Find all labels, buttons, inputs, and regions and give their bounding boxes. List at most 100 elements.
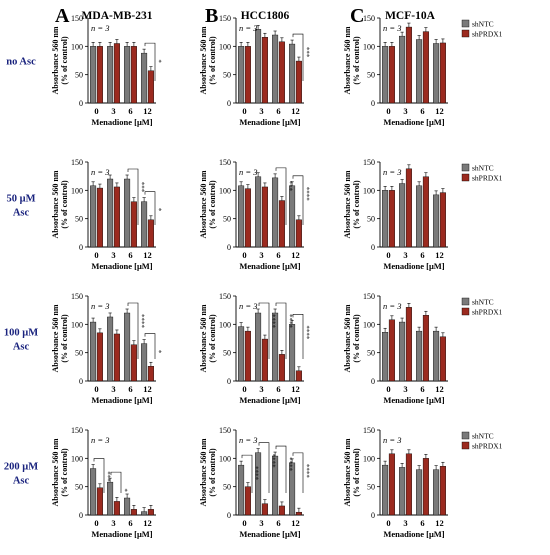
bar-shNTC [124, 312, 131, 382]
legend-label: shPRDX1 [472, 442, 503, 451]
y-tick-label: 100 [71, 454, 83, 463]
significance-label: * [155, 208, 163, 212]
x-tick-label: 0 [94, 250, 98, 260]
x-tick-label: 12 [291, 106, 300, 116]
legend-swatch-shprdx1 [461, 173, 470, 182]
bar-shPRDX1 [295, 370, 302, 382]
x-axis-label: Menadione [μM] [91, 117, 152, 127]
bar-shPRDX1 [261, 338, 268, 382]
bar-shPRDX1 [147, 219, 154, 248]
bar-shPRDX1 [422, 458, 429, 516]
n-label: n = 3 [239, 23, 258, 33]
x-tick-label: 6 [128, 250, 132, 260]
y-tick-label: 50 [223, 71, 231, 80]
y-tick-label: 100 [219, 186, 231, 195]
n-label: n = 3 [91, 435, 110, 445]
bar-shPRDX1 [147, 366, 154, 382]
y-tick-label: 50 [367, 483, 375, 492]
x-tick-label: 6 [128, 384, 132, 394]
bar-shNTC [90, 321, 97, 382]
significance-label: **** [252, 466, 260, 481]
x-axis-label: Menadione [μM] [383, 261, 444, 271]
bar-shPRDX1 [96, 46, 103, 104]
bar-shPRDX1 [147, 70, 154, 104]
legend-label: shNTC [472, 164, 494, 173]
row-label: Asc [13, 476, 30, 487]
n-label: n = 3 [91, 301, 110, 311]
x-tick-label: 6 [276, 250, 280, 260]
bar-shNTC [416, 330, 423, 382]
row-label: no Asc [6, 57, 36, 68]
panel-letter-c: C [350, 5, 364, 27]
bar-shPRDX1 [405, 168, 412, 248]
x-tick-label: 3 [111, 250, 115, 260]
significance-label: * [121, 488, 129, 492]
bar-shNTC [238, 326, 245, 382]
x-axis-label: Menadione [μM] [239, 529, 300, 539]
y-tick-label: 100 [71, 186, 83, 195]
y-tick-label: 50 [367, 349, 375, 358]
x-axis-label: Menadione [μM] [383, 117, 444, 127]
bar-shPRDX1 [147, 509, 154, 516]
x-axis-label: Menadione [μM] [91, 529, 152, 539]
bar-shPRDX1 [244, 188, 251, 248]
x-axis-label: Menadione [μM] [239, 117, 300, 127]
y-axis-label: (% of control) [352, 448, 361, 497]
bar-shPRDX1 [439, 466, 446, 516]
significance-label: **** [269, 454, 277, 469]
significance-bracket [258, 442, 270, 493]
bar-shPRDX1 [113, 501, 120, 516]
y-tick-label: 100 [363, 320, 375, 329]
bar-shNTC [416, 39, 423, 104]
x-tick-label: 3 [259, 106, 263, 116]
bar-shNTC [107, 481, 114, 516]
bar-shPRDX1 [439, 336, 446, 382]
column-title: MDA-MB-231 [82, 10, 153, 22]
bar-shPRDX1 [278, 200, 285, 248]
n-label: n = 3 [239, 435, 258, 445]
x-axis-label: Menadione [μM] [239, 395, 300, 405]
x-tick-label: 3 [403, 250, 407, 260]
x-tick-label: 0 [242, 518, 246, 528]
n-label: n = 3 [91, 167, 110, 177]
significance-bracket [144, 42, 156, 81]
bar-shPRDX1 [113, 186, 120, 248]
x-axis-label: Menadione [μM] [91, 395, 152, 405]
bar-shPRDX1 [295, 511, 302, 516]
y-axis-label: Absorbance 560 nm [199, 304, 208, 372]
column-title: HCC1806 [241, 10, 290, 22]
y-axis-label: (% of control) [60, 180, 69, 229]
y-tick-label: 150 [219, 158, 231, 167]
x-tick-label: 12 [291, 384, 300, 394]
x-tick-label: 6 [420, 106, 424, 116]
legend-swatch-shntc [461, 163, 470, 172]
column-title: MCF-10A [385, 10, 436, 22]
bar-shNTC [90, 46, 97, 104]
x-tick-label: 0 [94, 106, 98, 116]
y-tick-label: 150 [219, 292, 231, 301]
bar-shNTC [399, 467, 406, 516]
x-tick-label: 0 [94, 384, 98, 394]
y-tick-label: 50 [75, 349, 83, 358]
bar-shNTC [107, 178, 114, 248]
significance-bracket [275, 445, 287, 493]
y-tick-label: 0 [371, 99, 375, 108]
y-axis-label: (% of control) [208, 314, 217, 363]
y-tick-label: 150 [363, 292, 375, 301]
x-axis-label: Menadione [μM] [383, 529, 444, 539]
y-tick-label: 50 [367, 71, 375, 80]
n-label: n = 3 [91, 23, 110, 33]
y-tick-label: 100 [71, 320, 83, 329]
bar-shPRDX1 [278, 505, 285, 516]
bar-shNTC [141, 343, 148, 382]
bar-shNTC [289, 324, 296, 382]
panel-letter-b: B [205, 5, 218, 27]
significance-bracket [144, 191, 156, 225]
y-tick-label: 0 [371, 377, 375, 386]
y-axis-label: Absorbance 560 nm [199, 438, 208, 506]
x-tick-label: 12 [143, 384, 152, 394]
bar-shNTC [141, 511, 148, 516]
bar-shPRDX1 [388, 190, 395, 248]
bar-shNTC [255, 452, 262, 516]
